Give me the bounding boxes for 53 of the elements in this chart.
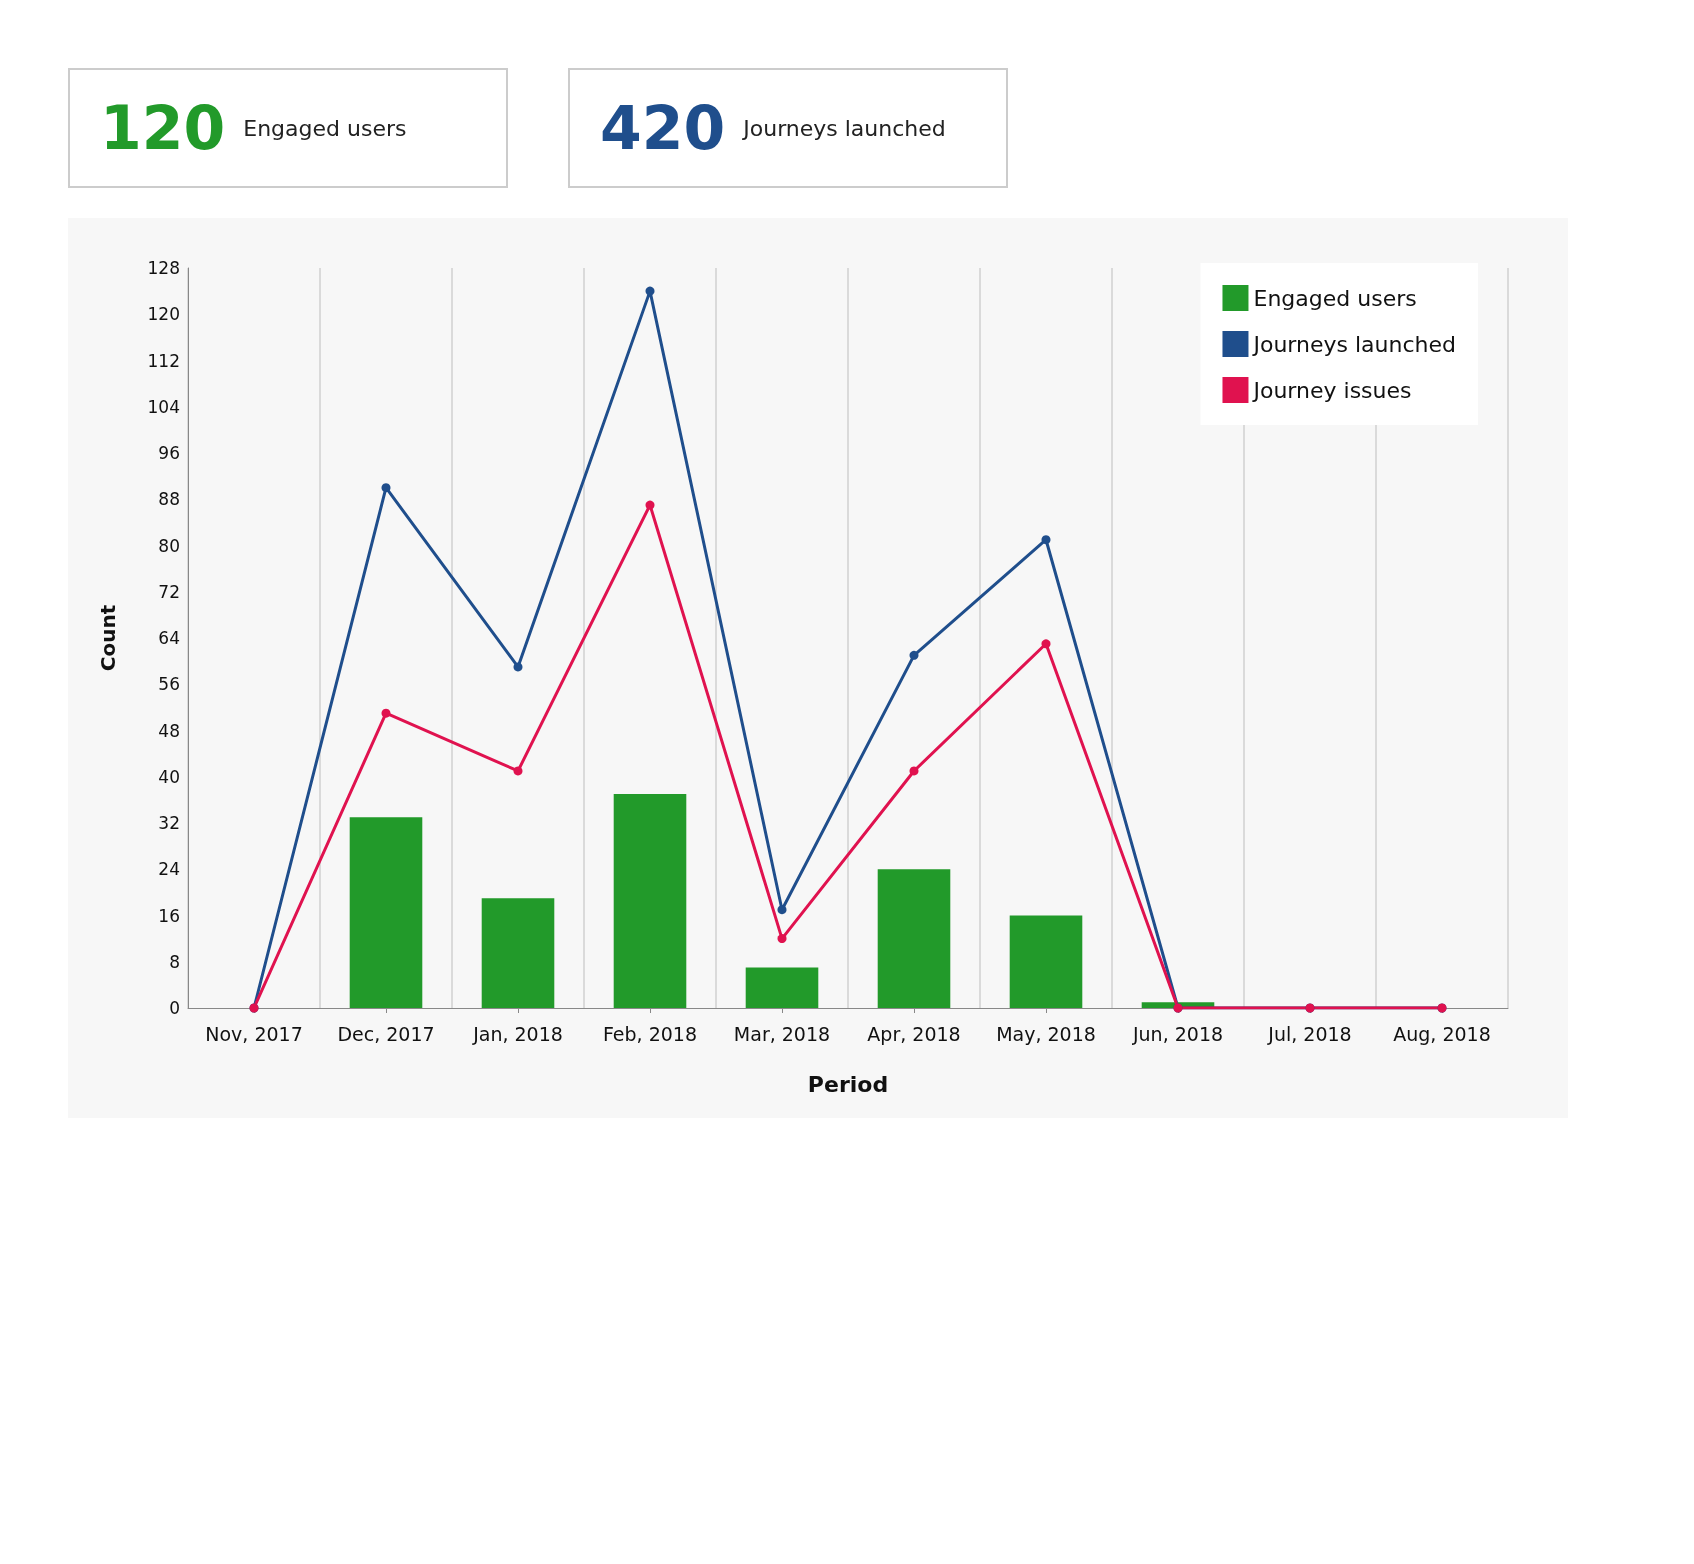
- point: [381, 708, 391, 718]
- y-tick-label: 0: [169, 998, 180, 1018]
- y-tick-label: 72: [158, 581, 180, 602]
- legend-label: Engaged users: [1253, 285, 1417, 311]
- y-tick-label: 88: [158, 489, 180, 510]
- y-tick-label: 112: [147, 350, 180, 371]
- bar: [1009, 915, 1083, 1008]
- point: [777, 934, 787, 944]
- y-tick-label: 128: [147, 258, 180, 278]
- y-tick-label: 48: [158, 720, 180, 741]
- x-axis-title: Period: [807, 1071, 889, 1097]
- bar: [613, 794, 687, 1008]
- y-tick-label: 56: [158, 674, 180, 695]
- point: [909, 766, 919, 776]
- x-tick-label: Nov, 2017: [205, 1022, 303, 1045]
- x-tick-label: May, 2018: [996, 1022, 1096, 1045]
- x-tick-label: Jul, 2018: [1267, 1022, 1352, 1045]
- y-tick-label: 8: [169, 951, 180, 972]
- point: [1041, 535, 1051, 545]
- y-tick-label: 104: [147, 396, 180, 417]
- point: [777, 905, 787, 915]
- bar: [745, 967, 819, 1008]
- x-tick-label: Jan, 2018: [472, 1022, 563, 1045]
- text: Engaged users: [243, 115, 407, 141]
- x-tick-label: Aug, 2018: [1393, 1022, 1491, 1045]
- y-tick-label: 24: [158, 859, 180, 880]
- point: [513, 662, 523, 672]
- point: [1041, 639, 1051, 649]
- point: [909, 650, 919, 660]
- text: Journeys launched: [743, 115, 946, 141]
- y-tick-label: 120: [147, 304, 180, 325]
- y-tick-label: 64: [158, 628, 180, 648]
- x-tick-label: Jun, 2018: [1131, 1022, 1224, 1045]
- point: [381, 483, 391, 493]
- bar: [877, 869, 951, 1008]
- bar: [349, 817, 423, 1008]
- y-tick-label: 80: [158, 535, 180, 556]
- point: [645, 500, 655, 510]
- y-tick-label: 40: [158, 766, 180, 787]
- y-tick-label: 32: [158, 813, 180, 833]
- x-tick-label: Dec, 2017: [337, 1022, 435, 1045]
- y-tick-label: 16: [158, 905, 180, 926]
- y-tick-label: 96: [158, 443, 180, 463]
- bar: [481, 898, 555, 1008]
- point: [513, 766, 523, 776]
- legend-label: Journeys launched: [1251, 331, 1457, 357]
- text: 420: [600, 93, 726, 163]
- y-axis-title: Count: [96, 604, 120, 672]
- x-tick-label: Mar, 2018: [733, 1022, 831, 1045]
- legend-label: Journey issues: [1251, 377, 1412, 403]
- x-tick-label: Apr, 2018: [867, 1022, 961, 1045]
- point: [645, 286, 655, 296]
- x-tick-label: Feb, 2018: [602, 1022, 698, 1045]
